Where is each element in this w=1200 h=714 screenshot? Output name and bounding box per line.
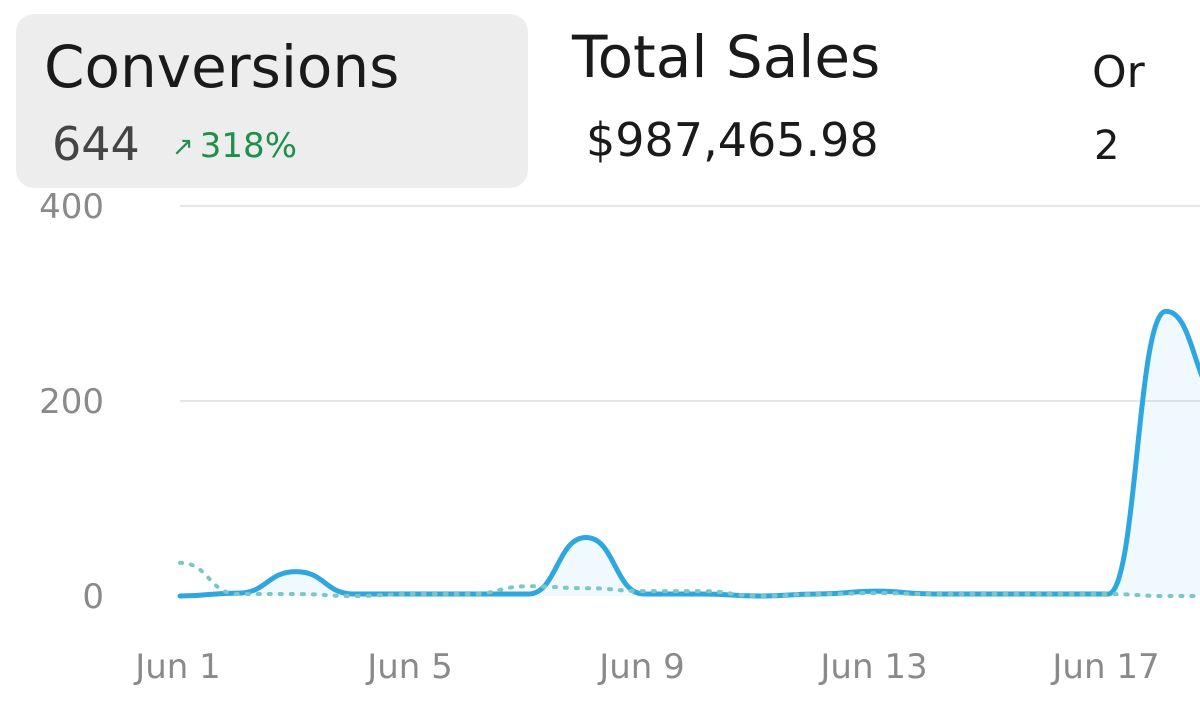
- x-tick-label: Jun 9: [597, 647, 685, 687]
- point-s1-17: [1163, 593, 1169, 599]
- series: [177, 308, 1200, 599]
- y-tick-label: 0: [82, 577, 104, 617]
- arrow-up-right-icon: ↗: [172, 132, 194, 162]
- y-tick-label: 200: [39, 382, 104, 422]
- trend-percent: 318%: [199, 126, 297, 166]
- point-s1-4: [409, 591, 415, 597]
- point-s1-0: [177, 560, 183, 566]
- point-s1-1: [235, 591, 241, 597]
- point-s1-5: [467, 591, 473, 597]
- x-tick-label: Jun 17: [1050, 647, 1159, 687]
- point-s1-7: [583, 585, 589, 591]
- series-line-comparison: [178, 560, 1200, 599]
- point-s1-6: [525, 583, 531, 589]
- point-s0-6: [525, 591, 531, 597]
- point-s1-12: [873, 590, 879, 596]
- series-line-current: [177, 308, 1200, 599]
- point-s1-13: [931, 591, 937, 597]
- point-s0-0: [177, 593, 183, 599]
- x-axis: Jun 1 Jun 5 Jun 9 Jun 13 Jun 17: [133, 647, 1159, 687]
- x-tick-label: Jun 1: [133, 647, 221, 687]
- orders-value: 2: [1094, 123, 1120, 169]
- point-s1-2: [293, 591, 299, 597]
- x-tick-label: Jun 5: [365, 647, 453, 687]
- y-tick-label: 400: [39, 187, 104, 227]
- point-s0-17: [1163, 308, 1169, 314]
- gridlines: [180, 205, 1200, 402]
- conversions-value: 644: [52, 117, 140, 171]
- point-s1-14: [989, 591, 995, 597]
- point-s0-7: [583, 535, 589, 541]
- point-s1-9: [699, 588, 705, 594]
- point-s1-15: [1047, 591, 1053, 597]
- point-s1-11: [815, 591, 821, 597]
- metric-card-conversions[interactable]: [16, 14, 528, 188]
- y-axis: 0 200 400: [39, 187, 104, 617]
- orders-title: Or: [1092, 47, 1145, 98]
- point-s1-3: [351, 593, 357, 599]
- x-tick-label: Jun 13: [818, 647, 927, 687]
- point-s1-16: [1105, 591, 1111, 597]
- total-sales-title: Total Sales: [572, 23, 881, 91]
- total-sales-value: $987,465.98: [586, 113, 879, 167]
- conversions-trend: ↗ 318%: [172, 126, 297, 169]
- point-s1-10: [757, 593, 763, 599]
- conversions-title: Conversions: [44, 33, 400, 101]
- point-s1-8: [641, 588, 647, 594]
- point-s0-2: [293, 569, 299, 575]
- series-area: [180, 311, 1200, 596]
